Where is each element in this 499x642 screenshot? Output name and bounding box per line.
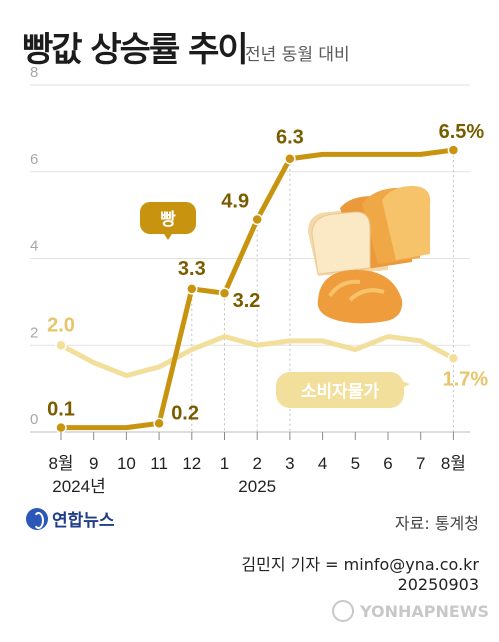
cpi-point [447,352,460,365]
x-tick-label: 6 [383,454,392,473]
agency-name: 연합뉴스 [52,511,115,531]
x-tick-label: 9 [89,454,98,473]
source-note: 자료: 통계청 [394,514,479,533]
bread-data-label: 3.3 [178,258,206,280]
y-tick-label: 8 [30,64,38,81]
line-chart: 0 2 4 6 8 2.0 1.7% 0.1 0.2 3.3 3.2 4.9 6.3 6.5% 8월 9… [30,64,489,496]
x-tick-label: 10 [117,454,136,473]
year-label: 2025 [238,477,276,496]
credit: 김민지 기자 = minfo@yna.co.kr 20250903 [241,555,479,595]
bread-data-label: 6.5% [439,121,485,143]
bread-illustration [308,186,431,324]
bread-point [55,421,67,434]
series-label-bread: 빵 [160,210,176,229]
callout-bubble [276,372,404,408]
bread-data-label: 6.3 [276,127,304,149]
cpi-data-label: 2.0 [47,314,75,336]
agency-logo: 연합뉴스 [26,506,115,531]
bread-point [186,283,198,295]
bread-point [284,152,296,165]
cpi-line [59,334,455,379]
callout-pointer [398,380,410,390]
y-tick-label: 0 [30,411,38,428]
watermark-logo-icon [332,600,354,622]
bread-point [218,287,231,299]
bread-data-label: 3.2 [233,290,261,312]
date-code: 20250903 [397,575,479,594]
x-tick-label: 8월 [48,454,73,473]
cpi-data-label: 1.7% [443,368,489,390]
chart-title: 빵값 상승률 추이 [22,30,249,70]
yonhap-logo-icon [26,507,48,530]
bread-data-label: 4.9 [221,190,249,212]
y-tick-label: 2 [30,324,38,341]
watermark-text: YONHAPNEWS [360,601,489,621]
bread-series-callout: 빵 [140,202,196,240]
bread-point [153,417,165,430]
x-tick-label: 2 [252,454,261,473]
y-tick-label: 6 [30,151,38,168]
bread-point [447,144,460,156]
chart-subtitle: 전년 동월 대비 [245,45,350,65]
x-tick-label: 12 [182,454,201,473]
bread-data-label: 0.1 [47,399,75,421]
x-tick-label: 3 [285,454,294,473]
x-tick-label: 5 [351,454,360,473]
bread-data-label: 0.2 [171,402,199,424]
y-tick-label: 4 [30,238,38,255]
watermark: YONHAPNEWS [332,600,489,622]
year-label: 2024년 [52,477,105,496]
cpi-series-callout: 소비자물가 [276,372,410,408]
x-tick-label: 4 [318,454,327,473]
x-tick-label: 8월 [441,454,466,473]
x-tick-label: 11 [150,454,168,473]
series-label-cpi: 소비자물가 [301,382,380,401]
callout-bubble [140,202,196,240]
x-tick-label: 7 [416,454,425,473]
reporter-credit: 김민지 기자 = minfo@yna.co.kr [241,555,479,574]
x-tick-label: 1 [220,454,229,473]
bread-point [251,213,263,226]
cpi-point [55,339,67,351]
